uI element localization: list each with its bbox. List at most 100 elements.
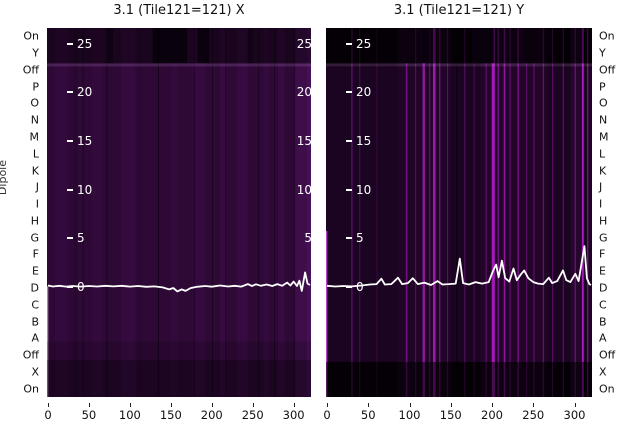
x-tick-label: 0: [323, 408, 331, 422]
inner-y-tick: 0: [346, 281, 364, 293]
x-tick-label: 250: [241, 408, 264, 422]
x-tick-mark: [48, 403, 49, 407]
x-tick-mark: [88, 403, 90, 407]
x-tick-label: 100: [118, 408, 141, 422]
dipole-row-label: J: [35, 180, 39, 194]
inner-y-tickmark-icon: [67, 91, 73, 94]
inner-y-tick-label-right: 5: [304, 231, 311, 246]
x-axis-y: 0 50 100 150 200 250 300: [323, 397, 592, 431]
dipole-row-label: N: [30, 113, 39, 127]
inner-y-tick-label: 20: [356, 85, 372, 100]
inner-y-tickmark-icon: [67, 42, 73, 45]
dipole-row-label: K: [599, 164, 607, 178]
inner-y-tick: 15: [346, 135, 371, 147]
dipole-row-label: X: [599, 365, 607, 379]
x-tick-mark: [533, 403, 535, 407]
dipole-row-label: B: [599, 315, 607, 329]
inner-y-tick: 25: [67, 38, 92, 50]
dipole-row-label: D: [599, 281, 608, 295]
inner-y-tick-label: 25: [356, 36, 372, 51]
inner-y-tick-label: 20: [77, 85, 93, 100]
inner-y-tick-label: 10: [356, 182, 372, 197]
inner-y-tickmark-icon: [346, 42, 352, 45]
dipole-row-label: C: [599, 298, 607, 312]
inner-y-tick: 20: [67, 86, 92, 98]
inner-y-tickmark-icon: [346, 91, 352, 94]
x-tick-mark: [574, 403, 576, 407]
dipole-row-label: F: [32, 247, 39, 261]
dipole-row-label: D: [30, 281, 39, 295]
heatmap-y-layer: [326, 28, 592, 397]
inner-y-tick: 20: [346, 86, 371, 98]
x-tick-mark: [129, 403, 131, 407]
dipole-row-label: Y: [32, 46, 39, 60]
x-tick-mark: [293, 403, 295, 407]
inner-y-tick-label: 0: [356, 279, 364, 294]
dipole-row-label: G: [30, 231, 39, 245]
dipole-row-label: On: [23, 29, 39, 43]
inner-y-tickmark-icon: [67, 237, 73, 240]
inner-y-tickmark-icon: [346, 285, 352, 288]
inner-y-tickmark-icon: [346, 237, 352, 240]
dipole-row-label: On: [23, 382, 39, 396]
dipole-row-label: K: [31, 164, 39, 178]
inner-y-tick-label: 15: [356, 133, 372, 148]
dipole-row-label: M: [29, 130, 40, 144]
dipole-row-label: F: [599, 247, 606, 261]
x-tick-label: 100: [398, 408, 421, 422]
dipole-row-label: Off: [22, 348, 39, 362]
x-tick-mark: [492, 403, 493, 407]
x-tick-label: 50: [360, 408, 376, 422]
inner-y-tick: 10: [67, 184, 92, 196]
dipole-row-label: H: [30, 214, 39, 228]
dipole-row-label: X: [31, 365, 39, 379]
signal-line-x: [47, 271, 311, 293]
x-tick-label: 200: [200, 408, 223, 422]
x-tick-label: 50: [81, 408, 97, 422]
x-tick-label: 250: [522, 408, 545, 422]
dipole-row-label: E: [32, 264, 39, 278]
x-tick-mark: [211, 403, 213, 407]
dipole-row-label: M: [599, 130, 609, 144]
dipole-row-label: Y: [599, 46, 606, 60]
inner-y-tick: 5: [346, 232, 364, 244]
heatmap-x-layer: [47, 28, 311, 397]
inner-y-tick-label: 10: [77, 182, 93, 197]
x-tick-mark: [327, 403, 328, 407]
dipole-row-label: I: [599, 197, 603, 211]
x-tick-label: 150: [439, 408, 462, 422]
dipole-row-label: J: [599, 180, 603, 194]
panel-title-y: 3.1 (Tile121=121) Y: [393, 3, 525, 18]
x-tick-mark: [252, 403, 254, 407]
dipole-row-label: H: [599, 214, 608, 228]
dipole-row-label: A: [599, 331, 607, 345]
inner-y-tick-label: 25: [77, 36, 93, 51]
dipole-row-label: P: [32, 80, 39, 94]
inner-y-tick-label: 5: [77, 231, 85, 246]
inner-y-tickmark-icon: [346, 139, 352, 142]
dipole-row-label: N: [599, 113, 608, 127]
inner-y-tickmark-icon: [67, 188, 73, 191]
inner-y-tick-label: 15: [77, 133, 93, 148]
x-tick-mark: [409, 403, 411, 407]
x-tick-label: 200: [481, 408, 503, 422]
dipole-row-label: A: [31, 331, 39, 345]
dipole-labels-left: On Y Off P O N M L K J I H G F E D C B A Off X On: [0, 28, 43, 397]
dipole-labels-right: On Y Off P O N M L K J I H G F E D C B A Off X On: [599, 28, 640, 397]
dipole-row-label: L: [32, 147, 39, 161]
signal-line-y: [326, 245, 592, 288]
inner-y-tickmark-icon: [346, 188, 352, 191]
x-tick-label: 300: [282, 408, 305, 422]
dipole-row-label: Off: [22, 63, 39, 77]
x-tick-label: 0: [44, 408, 52, 422]
dipole-row-label: G: [599, 231, 608, 245]
heatmap-panel-y: 25 20 15 10 5 0: [326, 28, 592, 397]
x-tick-label: 300: [563, 408, 586, 422]
inner-y-tick-label-right: 25: [296, 36, 311, 51]
dipole-row-label: On: [599, 29, 615, 43]
dipole-row-label: I: [35, 197, 39, 211]
inner-y-tickmark-icon: [67, 139, 73, 142]
x-tick-mark: [450, 403, 452, 407]
inner-y-tick: 15: [67, 135, 92, 147]
